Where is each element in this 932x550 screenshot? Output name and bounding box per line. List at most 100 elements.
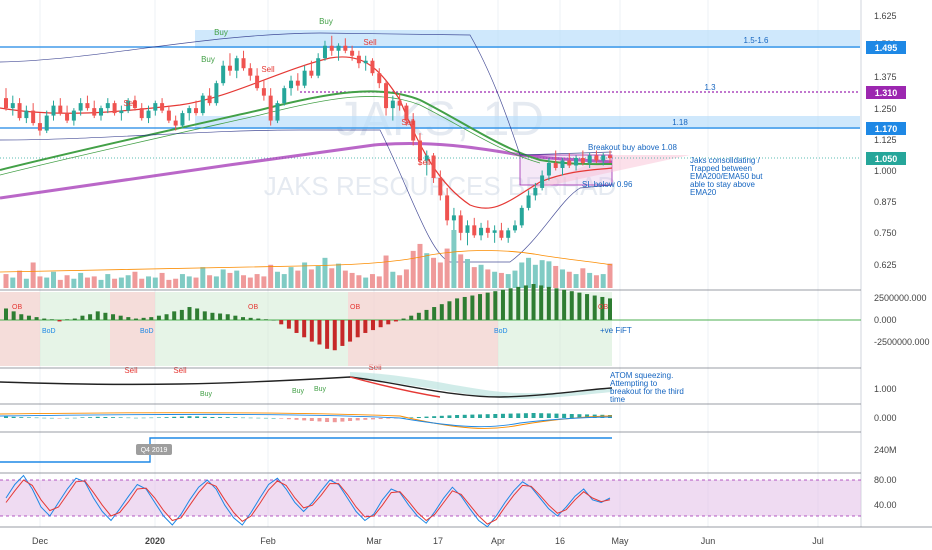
volume-bar [159,272,165,288]
candle-body [173,120,178,126]
candle-body [221,65,226,84]
candle-body [78,103,83,111]
candle-body [10,103,15,109]
oscillator-bar [470,295,475,320]
macd-bar [516,413,521,418]
consolidating-line-1: Jaks consolidating / [690,156,761,165]
macd-bar [187,416,192,418]
annotation-atom: ATOM squeezing. Attempting to breakout f… [610,371,684,404]
candle-body [553,162,558,168]
candle-body [356,55,361,64]
volume-ma-line [0,250,613,273]
candle-body [390,100,395,109]
volume-bar [403,269,409,288]
volume-bar [173,278,179,288]
macd-bar [210,417,215,418]
oscillator-bar [447,301,452,320]
candle-body [187,108,192,114]
signals: Buy Buy Buy Sell Sell Sell Sell Sell Sel… [123,17,431,375]
volume-bar [274,271,280,288]
oscillator-bar [126,317,131,320]
candle-body [499,230,504,238]
macd-bar [294,418,299,420]
ema200-line [0,141,613,200]
annotation-consolidating: Jaks consolidating / Trapped between EMA… [690,156,763,197]
candle-body [329,45,334,51]
volume-bar [234,270,240,288]
macd-bar [4,416,8,418]
oscillator-bar [88,314,93,320]
atom-buy-1: Buy [200,391,213,398]
macd-bar [386,418,391,419]
macd-bar [26,417,31,418]
volume-bar [295,270,301,288]
candle-body [424,155,429,161]
volume-bar [512,270,518,288]
signal-sell-2: Sell [261,65,275,74]
q4-tag-text: Q4 2019 [141,447,168,454]
macd-bar [172,416,177,418]
volume-bar [241,275,247,288]
candle-body [146,110,151,119]
candle-body [458,215,463,233]
volume-bar [23,278,29,288]
volume-bar [431,257,437,288]
macd-bar [355,418,360,421]
volume-bar [451,230,457,288]
zone-label-1: 1.5-1.6 [744,36,769,45]
macd-bar [164,417,169,418]
volume-bar [308,269,314,288]
volume-bar [532,264,538,288]
macd-bar [363,418,368,420]
macd-bar [325,418,330,422]
macd-bar [233,417,238,418]
candle-body [370,60,375,74]
osc-bod-3: BoD [494,328,508,335]
oscillator-bar [424,309,429,320]
candle-body [472,225,477,236]
candle-body [200,95,205,114]
oscillator-bar [202,311,207,320]
atom-note-3: breakout for the third [610,387,684,396]
volume-bar [437,262,443,288]
consolidating-line-5: EMA20 [690,188,717,197]
candle-body [574,158,579,166]
macd-bar [19,417,24,418]
signal-sell-3: Sell [123,99,137,108]
volume-bar [376,276,382,288]
macd-bar [57,418,62,419]
candle-body [92,108,97,116]
time-label-1: 2020 [145,536,165,546]
candle-body [17,103,22,119]
volume-bar [471,267,477,288]
atom-buy-2: Buy [292,388,305,395]
candle-body [227,65,232,71]
candle-body [343,45,348,51]
oscillator-bar [585,294,590,320]
oscillator-bar [241,317,246,320]
oscillator-panel: 2500000.000 0.000 -2500000.000 OB OB OB … [0,284,930,366]
macd-bar [195,416,200,418]
atom-note-2: Attempting to [610,379,658,388]
candle-body [302,70,307,86]
macd-bar [218,417,223,418]
oscillator-bar [332,320,337,351]
oscillator-bar [325,320,330,349]
macd-bar [531,413,536,418]
volume-bar [322,257,328,288]
macd-bar [72,417,77,419]
macd-bar [11,416,16,418]
oscillator-bar [317,320,322,345]
oscillator-bar [49,319,54,320]
price-tick-1-125: 1.125 [874,135,897,145]
price-tick-0-625: 0.625 [874,260,897,270]
macd-bar [424,416,429,418]
volume-bar [261,276,267,288]
oscillator-bar [608,298,612,320]
candle-body [37,123,42,131]
candle-body [119,110,124,114]
annotation-breakout: Breakout buy above 1.08 [588,143,678,152]
macd-bar [225,417,230,418]
